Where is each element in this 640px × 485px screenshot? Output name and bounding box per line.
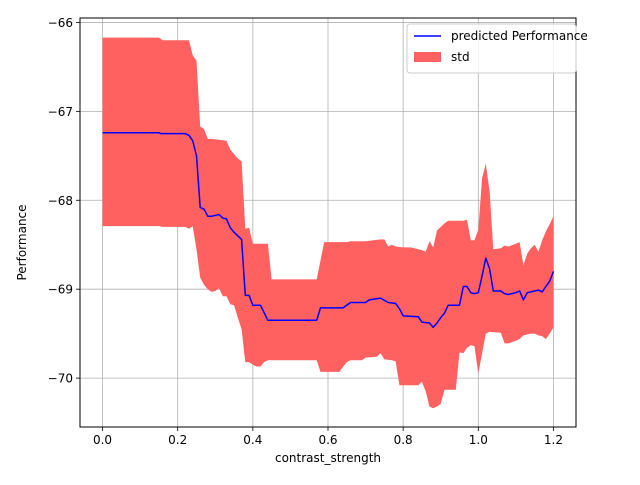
x-tick-label: 0.4 — [243, 433, 262, 447]
x-tick-label: 1.2 — [544, 433, 563, 447]
legend-band-swatch — [414, 52, 441, 62]
x-axis-label: contrast_strength — [275, 451, 381, 465]
legend: predicted Performance std — [406, 23, 588, 74]
legend-label-predicted: predicted Performance — [451, 29, 588, 43]
x-tick-label: 1.0 — [469, 433, 488, 447]
y-tick-label: −66 — [48, 16, 73, 30]
x-tick-label: 0.6 — [318, 433, 337, 447]
x-tick-label: 0.0 — [93, 433, 112, 447]
y-tick-label: −69 — [48, 283, 73, 297]
legend-box — [406, 23, 577, 74]
std-band — [102, 37, 554, 409]
x-tick-label: 0.2 — [168, 433, 187, 447]
y-tick-label: −68 — [48, 194, 73, 208]
std-band-layer — [102, 37, 554, 409]
predicted-performance-line — [102, 131, 555, 329]
x-tick-label: 0.8 — [394, 433, 413, 447]
axis-ticks: 0.0 0.2 0.4 0.6 0.8 1.0 1.2 −70 −69 −68 −67 −66 — [48, 16, 563, 447]
predicted-line-layer — [102, 131, 555, 329]
y-axis-label: Performance — [15, 204, 29, 280]
y-tick-label: −67 — [48, 105, 73, 119]
y-tick-label: −70 — [48, 372, 73, 386]
legend-label-std: std — [451, 50, 470, 64]
